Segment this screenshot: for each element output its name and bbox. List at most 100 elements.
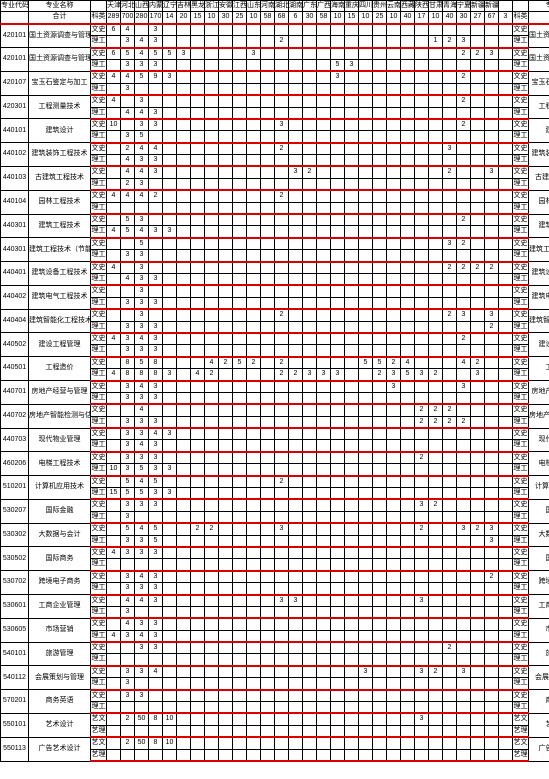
cell (163, 511, 177, 523)
cell (261, 83, 275, 95)
cell (471, 678, 485, 690)
cell (261, 523, 275, 535)
cell (191, 59, 205, 71)
major-code: 440301 (1, 238, 29, 262)
cell (401, 321, 415, 333)
cell (485, 713, 499, 725)
total-type: 科类 (91, 12, 107, 24)
row-type: 理工 (91, 464, 107, 476)
cell (359, 725, 373, 737)
cell (191, 547, 205, 559)
cell (373, 749, 387, 761)
cell (373, 428, 387, 440)
cell (331, 452, 345, 464)
cell: 3 (121, 321, 135, 333)
cell (289, 381, 303, 393)
row-type: 文史 (91, 95, 107, 107)
row-total: 4 (107, 95, 121, 107)
cell (317, 702, 331, 714)
cell (177, 178, 191, 190)
row-type: 理工 (91, 321, 107, 333)
cell (373, 618, 387, 630)
cell (205, 440, 219, 452)
cell (247, 381, 261, 393)
cell (317, 297, 331, 309)
cell: 4 (149, 428, 163, 440)
cell (443, 321, 457, 333)
cell: 3 (135, 155, 149, 167)
cell (247, 178, 261, 190)
cell (205, 404, 219, 416)
cell (317, 499, 331, 511)
total-total: 289 (107, 12, 121, 24)
major-code: 570201 (1, 690, 29, 714)
major-name-right: 国土资源调查与管理 (529, 24, 549, 48)
cell (121, 404, 135, 416)
cell (457, 369, 471, 381)
cell (191, 642, 205, 654)
cell (177, 511, 191, 523)
cell (373, 59, 387, 71)
cell: 3 (275, 523, 289, 535)
cell (289, 464, 303, 476)
cell (233, 749, 247, 761)
cell (387, 345, 401, 357)
cell (317, 226, 331, 238)
cell: 5 (121, 48, 135, 60)
cell (205, 535, 219, 547)
total-cell: 3 (499, 12, 513, 24)
cell (485, 59, 499, 71)
cell (373, 511, 387, 523)
cell (177, 737, 191, 749)
cell (289, 131, 303, 143)
cell (373, 392, 387, 404)
cell (247, 595, 261, 607)
row-type: 理工 (91, 654, 107, 666)
row-total: 4 (107, 547, 121, 559)
cell (303, 357, 317, 369)
cell (443, 190, 457, 202)
cell (373, 476, 387, 488)
cell (205, 725, 219, 737)
cell (373, 488, 387, 500)
row-type-r: 理工 (513, 488, 529, 500)
total-label-r: 合计 (529, 12, 549, 24)
cell (331, 428, 345, 440)
cell (415, 155, 429, 167)
cell (345, 333, 359, 345)
cell (387, 297, 401, 309)
cell (331, 690, 345, 702)
major-name-right: 工程测量技术 (529, 95, 549, 119)
col-prov: 河北 (121, 1, 135, 12)
row-type: 文史 (91, 618, 107, 630)
cell (345, 416, 359, 428)
cell (387, 606, 401, 618)
row-total (107, 250, 121, 262)
cell (485, 119, 499, 131)
cell: 3 (135, 119, 149, 131)
cell (471, 547, 485, 559)
cell (191, 713, 205, 725)
cell (401, 630, 415, 642)
cell (247, 285, 261, 297)
major-name-left: 市场营销 (29, 618, 91, 642)
row-total (107, 654, 121, 666)
cell (345, 392, 359, 404)
cell (415, 119, 429, 131)
cell (345, 440, 359, 452)
cell (499, 392, 513, 404)
major-name-right: 广告艺术设计 (529, 737, 549, 761)
row-type-r: 文史 (513, 143, 529, 155)
cell: 3 (135, 392, 149, 404)
row-type-r: 文史 (513, 381, 529, 393)
row-total (107, 392, 121, 404)
cell (345, 71, 359, 83)
cell (303, 345, 317, 357)
cell (345, 178, 359, 190)
cell (317, 642, 331, 654)
cell (331, 214, 345, 226)
cell (387, 333, 401, 345)
cell (471, 345, 485, 357)
cell (289, 499, 303, 511)
cell (191, 595, 205, 607)
